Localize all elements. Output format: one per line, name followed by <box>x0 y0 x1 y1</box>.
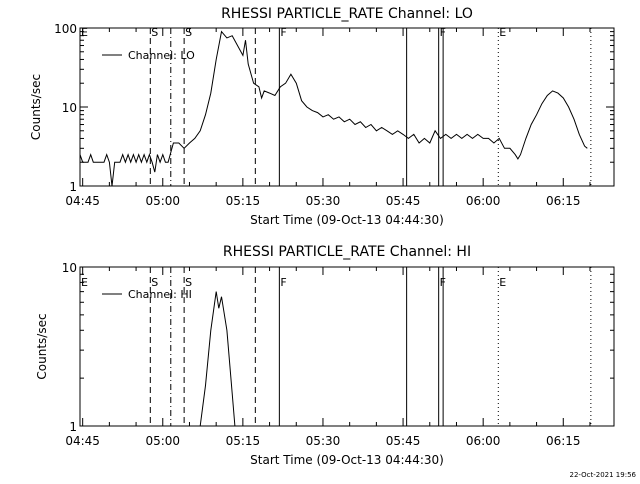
panel-2-event-marker-label: S <box>185 276 192 289</box>
timestamp: 22-Oct-2021 19:56 <box>570 471 637 479</box>
panel-1-x-axis-label: Start Time (09-Oct-13 04:44:30) <box>250 213 444 227</box>
panel-1-y-axis-label: Counts/sec <box>29 74 43 140</box>
panel-2-y-tick-label: 1 <box>69 420 77 434</box>
panel-1-y-tick-label: 10 <box>62 101 77 115</box>
panel-2-axes-frame <box>79 266 615 427</box>
panel-2-x-tick-label: 04:45 <box>65 434 100 448</box>
panel-1-event-marker-label: S <box>185 26 192 39</box>
panel-1-x-tick-label: 04:45 <box>65 194 100 208</box>
panel-2-y-axis-label: Counts/sec <box>35 313 49 379</box>
panel-1-x-tick-label: 05:15 <box>226 194 261 208</box>
panel-2-x-tick-label: 05:30 <box>306 434 341 448</box>
panel-2-title: RHESSI PARTICLE_RATE Channel: HI <box>223 244 471 260</box>
panel-1-y-tick-label: 100 <box>54 22 77 36</box>
panel-1-x-tick-label: 05:00 <box>145 194 180 208</box>
panel-1-event-marker-label: E <box>81 26 88 39</box>
panel-2-x-tick-label: 06:00 <box>466 434 501 448</box>
panel-1-title: RHESSI PARTICLE_RATE Channel: LO <box>221 6 473 22</box>
panel-2-event-marker-label: F <box>280 276 286 289</box>
panel-1-series-line <box>80 30 588 186</box>
panel-2-x-tick-label: 05:45 <box>386 434 421 448</box>
panel-1-event-marker-label: E <box>499 26 506 39</box>
panel-2-x-axis-label: Start Time (09-Oct-13 04:44:30) <box>250 453 444 467</box>
panel-2-y-tick-label: 10 <box>62 261 77 275</box>
panel-1-x-tick-label: 05:30 <box>306 194 341 208</box>
panel-2-series-line <box>199 291 236 426</box>
panel-2-x-tick-label: 05:15 <box>226 434 261 448</box>
panel-2-event-marker-label: S <box>151 276 158 289</box>
panel-2-event-marker-label: E <box>81 276 88 289</box>
panel-2-x-tick-label: 06:15 <box>546 434 581 448</box>
panel-1-y-tick-label: 1 <box>69 180 77 194</box>
panel-2-x-tick-label: 05:00 <box>145 434 180 448</box>
panel-1-x-tick-label: 06:00 <box>466 194 501 208</box>
panel-1-x-tick-label: 06:15 <box>546 194 581 208</box>
panel-2-event-marker-label: E <box>499 276 506 289</box>
panel-1-event-marker-label: F <box>280 26 286 39</box>
panel-1-event-marker-label: S <box>151 26 158 39</box>
panel-1-x-tick-label: 05:45 <box>386 194 421 208</box>
panel-2-legend-label: Channel: HI <box>128 288 192 301</box>
panel-1-legend-label: Channel: LO <box>128 49 195 62</box>
